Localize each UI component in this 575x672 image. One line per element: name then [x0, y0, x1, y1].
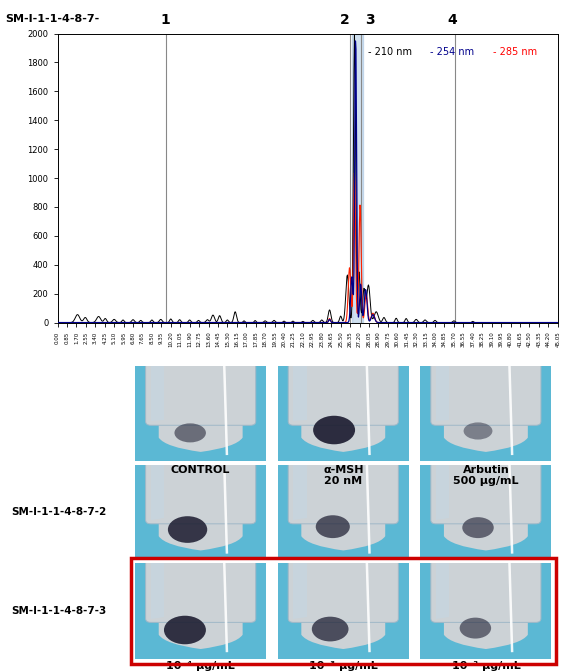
- FancyBboxPatch shape: [145, 360, 256, 425]
- Polygon shape: [151, 366, 164, 421]
- Polygon shape: [151, 563, 164, 618]
- Text: - 254 nm: - 254 nm: [430, 46, 474, 56]
- Text: α-MSH
20 nM: α-MSH 20 nM: [323, 465, 363, 487]
- Text: SM-I-1-1-4-8-7-: SM-I-1-1-4-8-7-: [6, 13, 100, 24]
- Polygon shape: [436, 465, 449, 520]
- Ellipse shape: [463, 423, 492, 439]
- PathPatch shape: [301, 419, 385, 452]
- Text: - 210 nm: - 210 nm: [367, 46, 412, 56]
- Ellipse shape: [459, 618, 491, 638]
- Ellipse shape: [313, 416, 355, 444]
- PathPatch shape: [159, 617, 243, 649]
- FancyBboxPatch shape: [431, 360, 541, 425]
- PathPatch shape: [444, 518, 528, 550]
- Polygon shape: [436, 563, 449, 618]
- Text: 2: 2: [340, 13, 350, 27]
- Ellipse shape: [174, 423, 206, 442]
- PathPatch shape: [301, 518, 385, 550]
- Polygon shape: [436, 366, 449, 421]
- PathPatch shape: [159, 518, 243, 550]
- Ellipse shape: [462, 517, 494, 538]
- Ellipse shape: [312, 617, 348, 641]
- PathPatch shape: [301, 617, 385, 649]
- PathPatch shape: [444, 617, 528, 649]
- Ellipse shape: [316, 515, 350, 538]
- Ellipse shape: [164, 616, 206, 644]
- FancyBboxPatch shape: [288, 360, 398, 425]
- Text: - 285 nm: - 285 nm: [493, 46, 537, 56]
- FancyBboxPatch shape: [288, 459, 398, 524]
- FancyBboxPatch shape: [145, 459, 256, 524]
- Polygon shape: [293, 563, 306, 618]
- Polygon shape: [293, 366, 306, 421]
- Polygon shape: [151, 465, 164, 520]
- Text: 3: 3: [365, 13, 375, 27]
- FancyBboxPatch shape: [431, 558, 541, 622]
- Text: Arbutin
500 μg/mL: Arbutin 500 μg/mL: [453, 465, 519, 487]
- Text: 1: 1: [160, 13, 170, 27]
- Text: 10⁻² μg/mL: 10⁻² μg/mL: [451, 661, 520, 671]
- Text: SM-I-1-1-4-8-7-2: SM-I-1-1-4-8-7-2: [12, 507, 107, 517]
- Polygon shape: [293, 465, 306, 520]
- Text: CONTROL: CONTROL: [171, 465, 231, 475]
- FancyBboxPatch shape: [288, 558, 398, 622]
- Text: 10⁻⁴ μg/mL: 10⁻⁴ μg/mL: [166, 661, 235, 671]
- Ellipse shape: [168, 516, 207, 543]
- PathPatch shape: [159, 419, 243, 452]
- Bar: [352, 34, 363, 323]
- Text: SM-I-1-1-4-8-7-3: SM-I-1-1-4-8-7-3: [12, 606, 107, 616]
- PathPatch shape: [444, 419, 528, 452]
- FancyBboxPatch shape: [431, 459, 541, 524]
- FancyBboxPatch shape: [145, 558, 256, 622]
- Text: 4: 4: [448, 13, 458, 27]
- Text: 10⁻³ μg/mL: 10⁻³ μg/mL: [309, 661, 378, 671]
